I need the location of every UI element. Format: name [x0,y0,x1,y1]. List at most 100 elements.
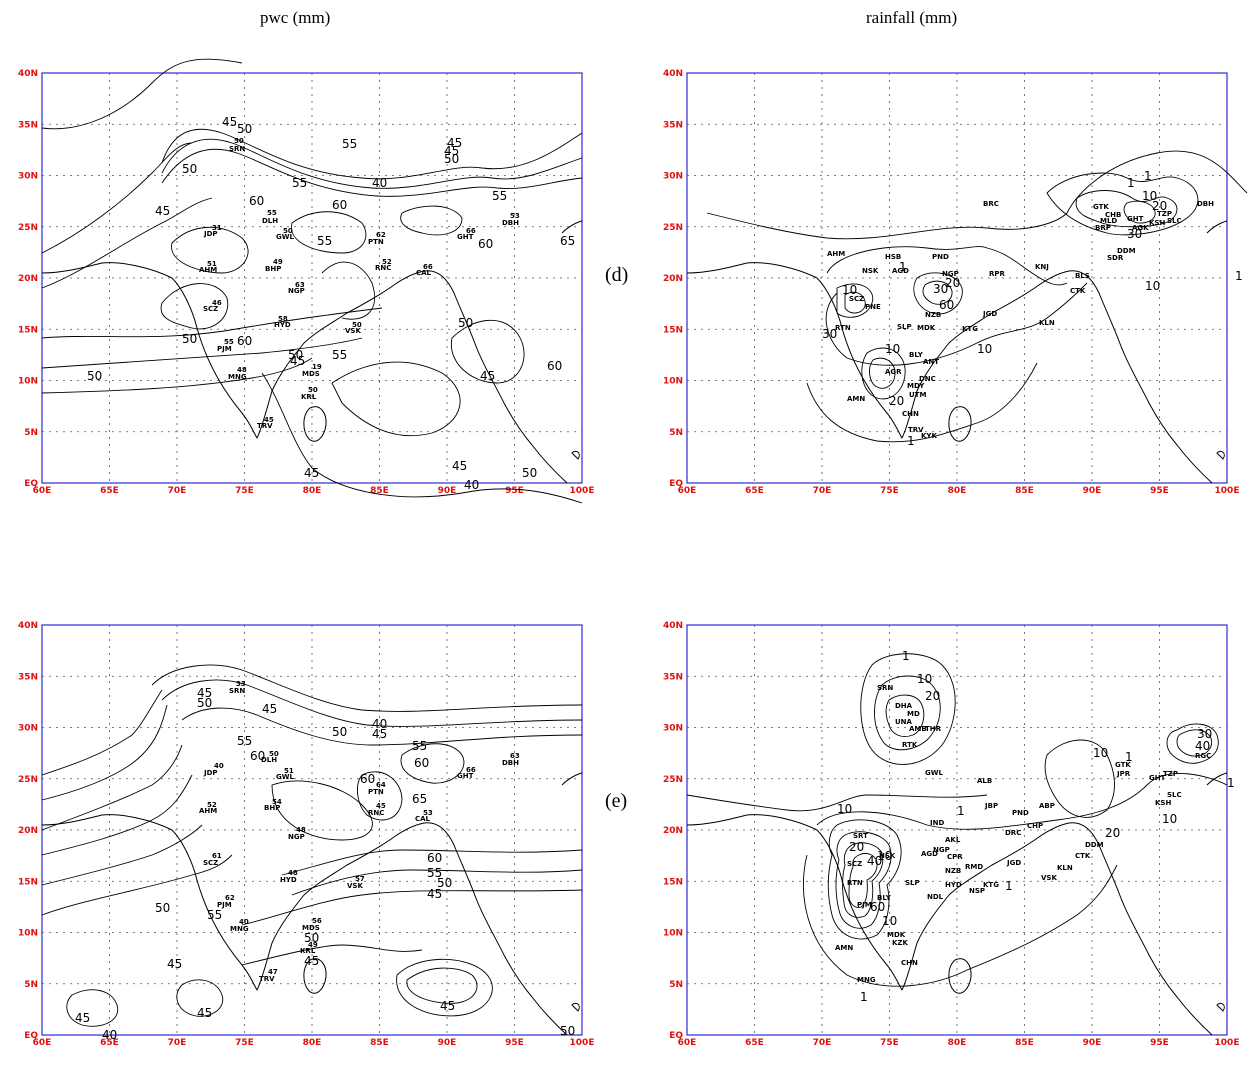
station-name: AMN [847,395,865,403]
coastline-path [1216,450,1225,460]
station-name: RPR [989,270,1006,278]
station-name: CHB [1105,211,1121,219]
lon-tick-label: 65E [100,486,119,496]
station-value: 48 [237,366,247,374]
station-name: KRL [301,393,317,401]
coastline-path [571,450,580,460]
station-name: NZB [945,867,961,875]
lon-tick-label: 90E [438,1038,457,1048]
lon-tick-label: 80E [948,1038,967,1048]
station-name: GWL [276,233,294,241]
station-name: DHA [895,702,913,710]
station-value: 63 [295,281,305,289]
station-name: JGD [1006,859,1021,867]
coastline-path [1206,772,1228,786]
contour-label: 1 [1005,879,1013,893]
station-name: GHT [1127,215,1144,223]
contour-label: 1 [1144,169,1152,183]
station-name: PJM [857,901,872,909]
station-name: NSK [879,852,896,860]
contour-label: 30 [1127,227,1142,241]
contour-label: 60 [547,359,562,373]
pwc-column-title: pwc (mm) [260,8,331,27]
lat-tick-label: 40N [18,621,38,631]
contour-label: 55 [427,866,442,880]
contour-label: 50 [87,369,102,383]
contour-label: 40 [372,176,387,190]
contour-label: 40 [102,1028,117,1042]
contour-label: 65 [412,792,427,806]
station-value: 50 [234,137,244,145]
station-name: NSK [862,267,879,275]
station-value: 51 [207,260,217,268]
station-name: BHP [264,804,280,812]
contour-label: 10 [1142,189,1157,203]
contour-label: 60 [237,334,252,348]
lon-tick-label: 85E [370,1038,389,1048]
contour-label: 20 [945,276,960,290]
station-name: NZB [925,311,941,319]
coastline-path [561,772,583,786]
lon-tick-label: 70E [168,1038,187,1048]
station-name: MDS [302,370,320,378]
station-value: 64 [376,781,386,789]
station-name: BHP [265,265,281,273]
station-name: SLC [1167,791,1182,799]
contour-label: 45 [444,144,459,158]
coastline-path [571,1002,580,1012]
contour-label: 45 [304,466,319,480]
lon-tick-label: 85E [1015,1038,1034,1048]
contour-label: 45 [155,204,170,218]
station-name: HYD [280,876,297,884]
station-name: AHM [827,250,845,258]
contour-label: 1 [907,434,915,448]
lat-tick-label: 5N [669,980,683,990]
contour-label: 20 [925,689,940,703]
contour-label: 45 [290,354,305,368]
contour-label: 40 [1195,739,1210,753]
station-name: AGD [921,850,938,858]
station-name: SCZ [847,860,862,868]
station-name: JDP [203,230,218,238]
station-name: GWL [925,769,943,777]
contour-label: 50 [288,348,303,362]
lat-tick-label: 20N [18,274,38,284]
station-labels: 33 SRN 50 DLH 51 GWL 40 JDP 64 PTN 66 GH… [199,680,520,983]
lon-tick-label: 60E [678,486,697,496]
lon-tick-label: 70E [168,486,187,496]
contour-lines [686,653,1228,987]
contour-label: 45 [197,686,212,700]
station-name: GHT [457,772,474,780]
lon-tick-label: 70E [813,486,832,496]
contour-label: 50 [155,901,170,915]
station-name: DBH [502,219,519,227]
rain-d-svg: EQ 5N 10N 15N 20N 25N 30N 35N 40N 60E 65E 70E 75E 80E… [663,69,1248,496]
contour-label: 10 [882,914,897,928]
map-panel-pwc-d: EQ 5N 10N 15N 20N 25N 30N 35N 40N 60E 65E 70E 75E 80E… [0,58,600,520]
station-value: 50 [308,386,318,394]
station-value: 54 [272,798,282,806]
station-name: MDK [887,931,906,939]
station-name: PJM [217,345,232,353]
contour-label: 50 [332,725,347,739]
contour-label: 40 [464,478,479,492]
contour-lines [41,664,583,1027]
station-name: DRC [1005,829,1021,837]
contour-label: 55 [492,189,507,203]
contour-label: 45 [222,115,237,129]
lon-tick-label: 90E [1083,1038,1102,1048]
station-name: KZK [892,939,909,947]
contour-label: 45 [197,1006,212,1020]
contour-label: 50 [182,162,197,176]
contour-label: 1 [1227,776,1235,790]
lon-tick-label: 65E [745,1038,764,1048]
station-value: 40 [214,762,224,770]
station-name: GWL [276,773,294,781]
station-name: DNC [919,375,936,383]
contour-label: 10 [837,802,852,816]
lon-tick-label: 80E [303,1038,322,1048]
station-name: AMN [835,944,853,952]
lon-tick-label: 75E [235,1038,254,1048]
station-name: TRV [257,422,273,430]
map-panel-rainfall-e: EQ 5N 10N 15N 20N 25N 30N 35N 40N 60E 65E 70E 75E 80E… [645,612,1254,1072]
